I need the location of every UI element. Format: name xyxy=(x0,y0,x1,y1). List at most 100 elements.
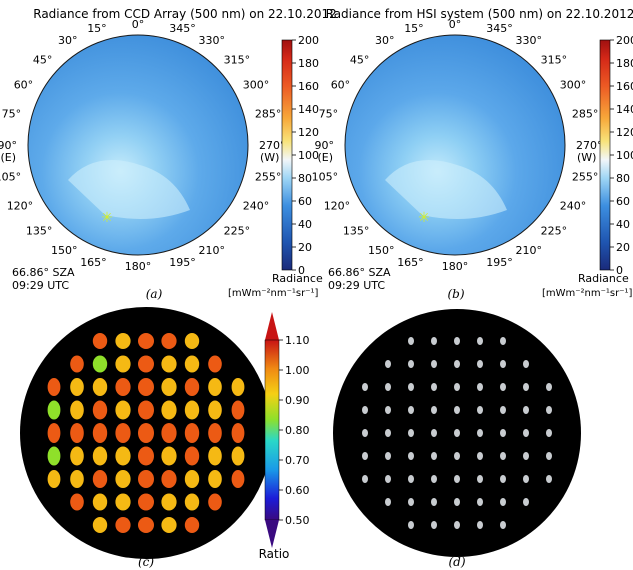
ratio-marker xyxy=(161,493,177,511)
colorbar-tick-label: 40 xyxy=(616,218,630,231)
sample-point xyxy=(408,406,414,414)
bright-region xyxy=(385,160,507,219)
ratio-marker xyxy=(115,517,131,533)
sample-point xyxy=(500,383,506,391)
west-label: (W) xyxy=(260,151,279,164)
ratio-marker xyxy=(231,423,245,443)
sample-point xyxy=(500,475,506,483)
colorbar-tick-label: 0.70 xyxy=(285,454,310,467)
ratio-marker xyxy=(92,493,108,511)
sample-point xyxy=(431,337,437,345)
sample-point xyxy=(500,498,506,506)
sample-point xyxy=(408,452,414,460)
colorbar-tick-label: 180 xyxy=(616,57,633,70)
ratio-marker xyxy=(231,378,245,396)
sample-point xyxy=(477,521,483,529)
panel-a-utc: 09:29 UTC xyxy=(12,279,69,292)
ratio-colorbar xyxy=(264,339,280,521)
panel-a-colorbar-label: Radiance xyxy=(272,272,323,285)
ratio-marker xyxy=(208,493,222,511)
panel-a-caption: (a) xyxy=(146,287,163,301)
ratio-marker xyxy=(231,400,245,420)
sample-point xyxy=(523,383,529,391)
ratio-marker xyxy=(115,378,131,396)
ratio-marker xyxy=(208,355,222,373)
sample-point xyxy=(385,429,391,437)
panel-c-colorbar-label: Ratio xyxy=(259,547,290,561)
colorbar-tick-label: 160 xyxy=(616,80,633,93)
panel-c-colorbar: 1.10 1.00 0.90 0.80 0.70 0.60 0.50 xyxy=(264,312,310,548)
azimuth-label: 90° xyxy=(315,139,335,152)
azimuth-label: 75° xyxy=(319,108,339,121)
colorbar-tick-label: 60 xyxy=(298,195,312,208)
colorbar-tick-label: 0.80 xyxy=(285,424,310,437)
sample-point xyxy=(454,360,460,368)
colorbar-tick-label: 200 xyxy=(616,34,633,47)
sample-point xyxy=(431,429,437,437)
colorbar-tick-label: 120 xyxy=(616,126,633,139)
ratio-marker xyxy=(138,517,154,533)
sample-point xyxy=(362,429,368,437)
azimuth-label: 300° xyxy=(560,79,587,92)
sample-point xyxy=(454,498,460,506)
panel-b-title: Radiance from HSI system (500 nm) on 22.… xyxy=(326,7,633,21)
ratio-marker xyxy=(92,470,108,488)
azimuth-label: 270° xyxy=(259,139,286,152)
azimuth-label: 105° xyxy=(0,170,21,183)
colorbar-tick-label: 1.10 xyxy=(285,334,310,347)
azimuth-label: 315° xyxy=(224,53,251,66)
sample-point xyxy=(385,383,391,391)
azimuth-label: 135° xyxy=(343,225,370,238)
azimuth-label: 195° xyxy=(486,256,513,269)
ratio-marker xyxy=(184,423,200,443)
panel-b-sky-map: 0° 15° 30° 45° 60° 75° 90° 105° 120° 135° 150°165°… xyxy=(312,18,603,273)
ratio-marker xyxy=(184,470,200,488)
sample-point xyxy=(477,452,483,460)
azimuth-label: 225° xyxy=(224,225,251,238)
sample-point xyxy=(385,475,391,483)
azimuth-label: 90° xyxy=(0,139,17,152)
panel-a-sza: 66.86° SZA xyxy=(12,266,75,279)
azimuth-label: 60° xyxy=(14,79,34,92)
colorbar-tick-label: 60 xyxy=(616,195,630,208)
sample-point xyxy=(431,498,437,506)
colorbar-tick-label: 100 xyxy=(616,149,633,162)
ratio-marker xyxy=(47,470,61,488)
bright-region xyxy=(68,160,190,219)
sample-point xyxy=(477,383,483,391)
ratio-marker xyxy=(70,355,84,373)
sample-point xyxy=(454,383,460,391)
colorbar-tick-label: 80 xyxy=(616,172,630,185)
sample-point xyxy=(523,429,529,437)
colorbar-tick-label: 0.90 xyxy=(285,394,310,407)
panel-d-caption: (d) xyxy=(448,555,465,569)
ratio-marker xyxy=(208,400,222,420)
azimuth-label: 45° xyxy=(33,53,53,66)
sample-point xyxy=(477,406,483,414)
azimuth-label: 150° xyxy=(51,244,78,257)
colorbar-tick-label: 20 xyxy=(298,241,312,254)
ratio-marker xyxy=(47,446,61,466)
colorbar-bottom-arrow xyxy=(265,520,279,548)
ratio-marker xyxy=(208,378,222,396)
ratio-marker xyxy=(161,446,177,466)
sample-point xyxy=(500,406,506,414)
azimuth-label: 165° xyxy=(397,256,424,269)
ratio-marker xyxy=(161,333,177,349)
azimuth-label: 270° xyxy=(576,139,603,152)
azimuth-label: 15° xyxy=(87,22,107,35)
sample-point xyxy=(546,406,552,414)
panel-d-sample-map xyxy=(333,309,581,557)
sample-point xyxy=(546,452,552,460)
panel-b-colorbar-label: Radiance xyxy=(578,272,629,285)
colorbar-tick-label: 20 xyxy=(616,241,630,254)
ratio-marker xyxy=(70,446,84,466)
panel-c-ratio-map xyxy=(20,307,272,559)
ratio-marker xyxy=(115,355,131,373)
ratio-marker xyxy=(115,333,131,349)
azimuth-label: 15° xyxy=(404,22,424,35)
sample-point xyxy=(362,406,368,414)
sample-point xyxy=(477,475,483,483)
sample-point xyxy=(385,406,391,414)
ratio-marker xyxy=(70,400,84,420)
